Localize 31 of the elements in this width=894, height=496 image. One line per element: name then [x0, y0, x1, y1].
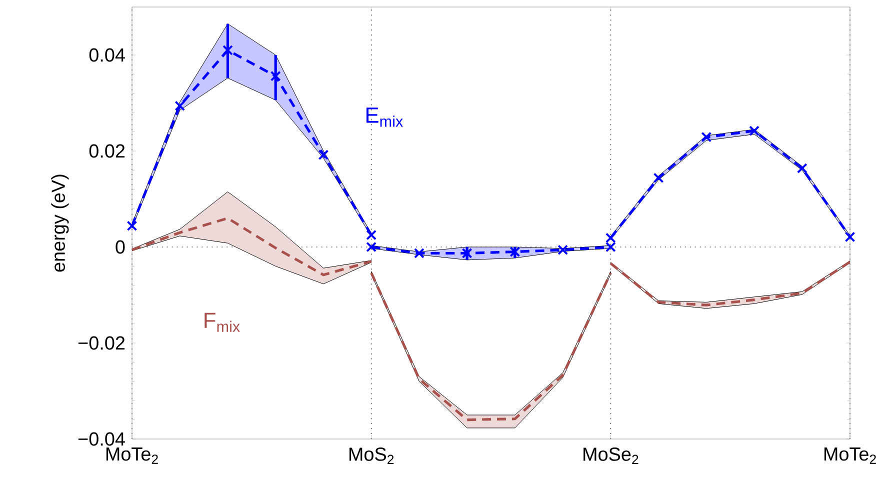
x-tick-label: MoSe$_{2}$ — [584, 448, 638, 464]
point — [174, 100, 186, 112]
y-tick-label: 0 — [116, 240, 125, 254]
point — [270, 70, 281, 82]
point — [605, 242, 616, 252]
x-tick-label: MoTe$_{2}$ — [106, 448, 158, 464]
point — [126, 220, 138, 232]
point — [366, 230, 377, 240]
y-tick-label: 0.04 — [89, 48, 125, 62]
point — [510, 246, 520, 258]
point — [701, 132, 712, 142]
point — [749, 126, 760, 136]
point — [366, 242, 377, 252]
point — [605, 232, 616, 244]
y-tick-label: −0.04 — [78, 432, 125, 446]
point — [462, 248, 472, 258]
line-series — [132, 216, 373, 276]
x-tick-label: MoS$_{2}$ — [349, 448, 394, 464]
text: E$_{mix}$ — [366, 108, 403, 127]
y-tick-label: −0.02 — [78, 336, 125, 350]
x-tick-label: MoTe$_{2}$ — [824, 448, 876, 464]
point — [653, 172, 664, 184]
y-axis-title: energy (eV) — [51, 174, 69, 272]
text: F$_{mix}$ — [204, 312, 240, 332]
point — [796, 163, 808, 174]
y-tick-label: 0.02 — [89, 144, 125, 158]
point — [222, 44, 233, 56]
point — [318, 150, 329, 160]
point — [558, 244, 568, 256]
point — [414, 248, 424, 258]
point — [844, 232, 856, 242]
